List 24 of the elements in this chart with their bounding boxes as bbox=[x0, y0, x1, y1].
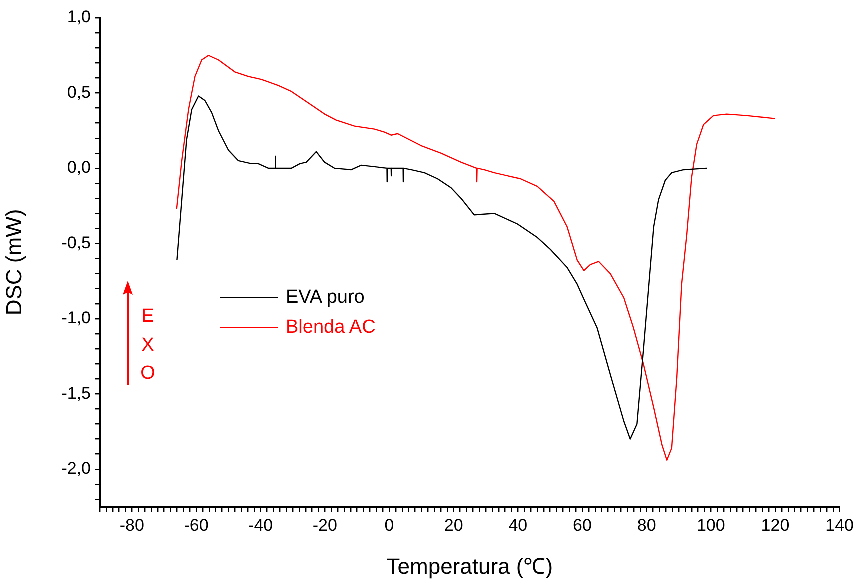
x-tick-label: 40 bbox=[508, 516, 528, 535]
y-axis-title: DSC (mW) bbox=[1, 209, 26, 316]
x-tick-label: 20 bbox=[444, 516, 464, 535]
legend-label: EVA puro bbox=[286, 286, 365, 308]
x-tick-label: -20 bbox=[312, 516, 338, 535]
x-tick-label: 80 bbox=[637, 516, 656, 535]
legend-label: Blenda AC bbox=[286, 316, 376, 338]
y-tick-label: 1,0 bbox=[67, 8, 91, 27]
y-tick-label: -0,5 bbox=[62, 233, 91, 252]
x-tick-label: -60 bbox=[184, 516, 209, 535]
y-tick-label: -1,0 bbox=[62, 308, 91, 328]
y-tick-label: 0,0 bbox=[67, 158, 91, 178]
x-tick-label: 100 bbox=[696, 516, 726, 535]
x-tick-label: 140 bbox=[826, 516, 854, 535]
x-tick-label: 0 bbox=[384, 516, 394, 535]
x-tick-label: 120 bbox=[761, 516, 790, 535]
y-tick-label: 0,5 bbox=[67, 82, 91, 102]
x-tick-label: 60 bbox=[573, 516, 592, 535]
x-tick-label: -80 bbox=[120, 516, 144, 535]
x-tick-label: -40 bbox=[248, 516, 274, 535]
y-tick-label: -1,5 bbox=[62, 384, 91, 403]
x-axis-title: Temperatura (℃) bbox=[386, 554, 554, 579]
y-tick-label: -2,0 bbox=[62, 459, 91, 478]
annotation: EXO bbox=[140, 305, 156, 386]
